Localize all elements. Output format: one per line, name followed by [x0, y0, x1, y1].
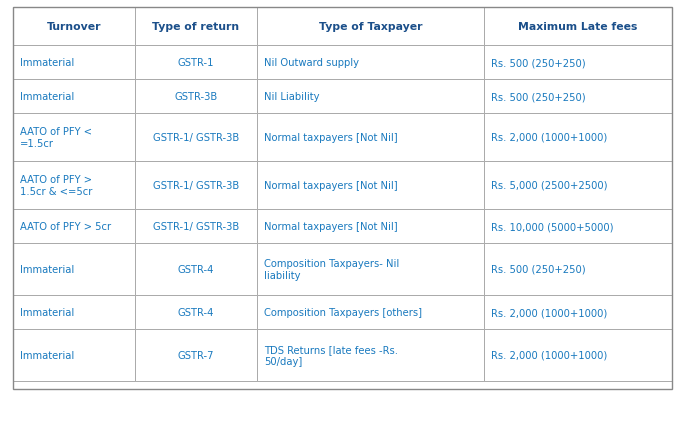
Text: GSTR-1/ GSTR-3B: GSTR-1/ GSTR-3B: [153, 221, 239, 231]
Bar: [484, 80, 672, 114]
Bar: [257, 295, 484, 329]
Bar: [135, 329, 257, 381]
Text: TDS Returns [late fees -Rs.
50/day]: TDS Returns [late fees -Rs. 50/day]: [264, 344, 398, 366]
Bar: [13, 8, 135, 46]
Bar: [135, 209, 257, 243]
Text: Composition Taxpayers- Nil
liability: Composition Taxpayers- Nil liability: [264, 258, 399, 281]
Text: AATO of PFY > 5cr: AATO of PFY > 5cr: [20, 221, 111, 231]
Text: Turnover: Turnover: [47, 22, 101, 32]
Text: GSTR-7: GSTR-7: [177, 350, 214, 360]
Bar: [484, 8, 672, 46]
Bar: [13, 8, 672, 389]
Bar: [484, 162, 672, 209]
Bar: [135, 80, 257, 114]
Text: Composition Taxpayers [others]: Composition Taxpayers [others]: [264, 307, 422, 317]
Text: Normal taxpayers [Not Nil]: Normal taxpayers [Not Nil]: [264, 133, 397, 143]
Text: Rs. 2,000 (1000+1000): Rs. 2,000 (1000+1000): [491, 307, 608, 317]
Text: Rs. 500 (250+250): Rs. 500 (250+250): [491, 58, 586, 68]
Text: Nil Outward supply: Nil Outward supply: [264, 58, 359, 68]
Text: Maximum Late fees: Maximum Late fees: [519, 22, 638, 32]
Text: GSTR-4: GSTR-4: [177, 307, 214, 317]
Bar: [135, 243, 257, 295]
Bar: [135, 114, 257, 162]
Text: Rs. 2,000 (1000+1000): Rs. 2,000 (1000+1000): [491, 133, 608, 143]
Bar: [13, 162, 135, 209]
Bar: [257, 162, 484, 209]
Bar: [135, 162, 257, 209]
Text: GSTR-4: GSTR-4: [177, 264, 214, 274]
Bar: [13, 243, 135, 295]
Text: GSTR-1/ GSTR-3B: GSTR-1/ GSTR-3B: [153, 181, 239, 190]
Text: Rs. 10,000 (5000+5000): Rs. 10,000 (5000+5000): [491, 221, 614, 231]
Bar: [135, 46, 257, 80]
Bar: [13, 80, 135, 114]
Text: Normal taxpayers [Not Nil]: Normal taxpayers [Not Nil]: [264, 181, 397, 190]
Text: Immaterial: Immaterial: [20, 92, 74, 102]
Bar: [13, 329, 135, 381]
Text: Type of return: Type of return: [152, 22, 240, 32]
Text: Immaterial: Immaterial: [20, 350, 74, 360]
Text: Normal taxpayers [Not Nil]: Normal taxpayers [Not Nil]: [264, 221, 397, 231]
Bar: [257, 243, 484, 295]
Text: GSTR-1: GSTR-1: [177, 58, 214, 68]
Bar: [484, 295, 672, 329]
Bar: [135, 8, 257, 46]
Bar: [484, 243, 672, 295]
Text: Rs. 500 (250+250): Rs. 500 (250+250): [491, 92, 586, 102]
Bar: [257, 114, 484, 162]
Text: AATO of PFY >
1.5cr & <=5cr: AATO of PFY > 1.5cr & <=5cr: [20, 174, 92, 197]
Text: Immaterial: Immaterial: [20, 264, 74, 274]
Bar: [484, 46, 672, 80]
Bar: [257, 329, 484, 381]
Bar: [13, 46, 135, 80]
Bar: [257, 8, 484, 46]
Text: Rs. 500 (250+250): Rs. 500 (250+250): [491, 264, 586, 274]
Bar: [13, 209, 135, 243]
Bar: [484, 114, 672, 162]
Bar: [257, 46, 484, 80]
Text: Immaterial: Immaterial: [20, 58, 74, 68]
Bar: [257, 80, 484, 114]
Text: Rs. 5,000 (2500+2500): Rs. 5,000 (2500+2500): [491, 181, 608, 190]
Text: GSTR-1/ GSTR-3B: GSTR-1/ GSTR-3B: [153, 133, 239, 143]
Text: Type of Taxpayer: Type of Taxpayer: [319, 22, 422, 32]
Text: GSTR-3B: GSTR-3B: [174, 92, 218, 102]
Text: Rs. 2,000 (1000+1000): Rs. 2,000 (1000+1000): [491, 350, 608, 360]
Text: AATO of PFY <
=1.5cr: AATO of PFY < =1.5cr: [20, 126, 92, 149]
Text: Nil Liability: Nil Liability: [264, 92, 319, 102]
Bar: [13, 295, 135, 329]
Bar: [257, 209, 484, 243]
Bar: [135, 295, 257, 329]
Bar: [13, 114, 135, 162]
Text: Immaterial: Immaterial: [20, 307, 74, 317]
Bar: [484, 209, 672, 243]
Bar: [484, 329, 672, 381]
